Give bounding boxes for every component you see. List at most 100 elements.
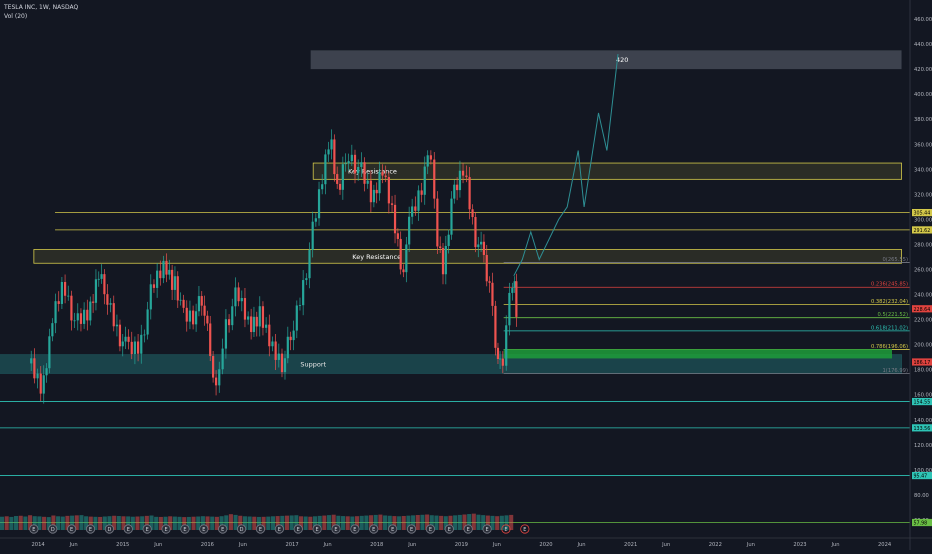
candle-body bbox=[106, 294, 109, 305]
volume-bar bbox=[383, 515, 388, 530]
candle-body bbox=[173, 276, 177, 290]
volume-bar bbox=[56, 516, 61, 530]
candle-body bbox=[200, 296, 203, 306]
candle-body bbox=[240, 298, 243, 302]
x-tick-label: Jun bbox=[576, 542, 585, 548]
candle-body bbox=[33, 358, 36, 379]
candle-body bbox=[234, 287, 237, 307]
volume-indicator-title: Vol (20) bbox=[4, 13, 28, 20]
volume-bar bbox=[425, 514, 430, 530]
candle-body bbox=[414, 206, 417, 211]
volume-bar bbox=[490, 515, 495, 530]
x-tick-label: 2016 bbox=[201, 542, 214, 548]
volume-bar bbox=[130, 516, 135, 530]
volume-bar bbox=[509, 514, 514, 530]
price-badge bbox=[912, 226, 932, 234]
event-marker-label: E bbox=[429, 527, 432, 533]
candle-body bbox=[97, 278, 100, 280]
candle-body bbox=[247, 316, 250, 320]
candle-body bbox=[420, 190, 423, 195]
earnings-marker bbox=[331, 524, 341, 534]
candle-body bbox=[51, 323, 54, 337]
candle-body bbox=[165, 260, 168, 275]
volume-bar bbox=[406, 515, 411, 530]
candle-body bbox=[399, 238, 402, 270]
volume-bar bbox=[495, 516, 500, 530]
candle-body bbox=[458, 170, 462, 191]
candle-body bbox=[109, 303, 112, 305]
volume-bar bbox=[42, 516, 47, 530]
volume-bar bbox=[289, 515, 294, 530]
candle-body bbox=[321, 184, 324, 190]
volume-bar bbox=[65, 515, 70, 530]
candle-body bbox=[176, 276, 179, 301]
volume-bar bbox=[121, 516, 126, 530]
candle-body bbox=[433, 159, 436, 199]
event-marker-label: E bbox=[410, 527, 413, 533]
candle-body bbox=[417, 190, 420, 211]
volume-bar bbox=[84, 516, 89, 530]
event-marker-label: E bbox=[70, 527, 73, 533]
candle-body bbox=[444, 245, 447, 275]
zone-key-resistance bbox=[312, 162, 902, 180]
volume-bar bbox=[28, 515, 33, 530]
event-marker-label: E bbox=[32, 527, 35, 533]
volume-bar bbox=[345, 516, 350, 530]
volume-bar bbox=[462, 514, 467, 530]
volume-bar bbox=[93, 516, 98, 530]
x-tick-label: Jun bbox=[407, 542, 416, 548]
volume-bar bbox=[9, 516, 14, 530]
candle-body bbox=[408, 216, 411, 245]
zone-label: Key Resistance bbox=[348, 168, 397, 176]
volume-bar bbox=[434, 515, 439, 530]
candle-body bbox=[124, 336, 127, 342]
candle-body bbox=[286, 336, 289, 359]
event-marker-label: E bbox=[183, 527, 186, 533]
volume-bar bbox=[499, 515, 504, 530]
volume-bar bbox=[392, 516, 397, 530]
volume-bar bbox=[471, 513, 476, 530]
earnings-marker bbox=[444, 524, 454, 534]
earnings-marker bbox=[85, 524, 96, 534]
candle-body bbox=[384, 175, 387, 178]
candle-body bbox=[243, 298, 247, 320]
golden-pocket-band bbox=[503, 349, 892, 359]
earnings-marker bbox=[142, 524, 152, 534]
event-marker-label: E bbox=[278, 527, 281, 533]
volume-bar bbox=[37, 516, 42, 530]
volume-bar bbox=[102, 516, 107, 530]
fib-label: 0.786(196.06) bbox=[871, 344, 908, 350]
candle-body bbox=[156, 270, 159, 288]
candle-body bbox=[149, 284, 152, 310]
fib-label: 0.5(221.52) bbox=[878, 312, 908, 318]
y-tick-label: 140.00 bbox=[914, 418, 932, 424]
event-marker-label: D bbox=[240, 527, 244, 533]
x-tick-label: Jun bbox=[492, 542, 501, 548]
candle-body bbox=[363, 162, 366, 184]
volume-bar bbox=[336, 515, 341, 530]
earnings-marker bbox=[369, 524, 379, 534]
earnings-marker bbox=[482, 524, 492, 534]
projection-layer bbox=[513, 54, 619, 277]
candle-body bbox=[298, 305, 302, 306]
candle-body bbox=[482, 241, 486, 255]
candle-body bbox=[63, 281, 67, 296]
candle-body bbox=[206, 315, 209, 324]
volume-bar bbox=[280, 515, 285, 530]
y-tick-label: 320.00 bbox=[914, 192, 932, 198]
price-badge-label: 186.17 bbox=[914, 360, 931, 366]
candle-body bbox=[86, 309, 89, 321]
zone-label: Key Resistance bbox=[352, 253, 401, 261]
candle-body bbox=[274, 341, 277, 360]
x-tick-label: 2015 bbox=[116, 542, 129, 548]
candle-body bbox=[143, 334, 146, 336]
volume-bar bbox=[4, 516, 9, 530]
event-marker-label: E bbox=[146, 527, 149, 533]
volume-bar bbox=[182, 517, 187, 530]
candle-body bbox=[402, 269, 405, 273]
x-tick-label: Jun bbox=[746, 542, 755, 548]
candle-body bbox=[314, 218, 317, 222]
price-badge bbox=[912, 471, 932, 480]
